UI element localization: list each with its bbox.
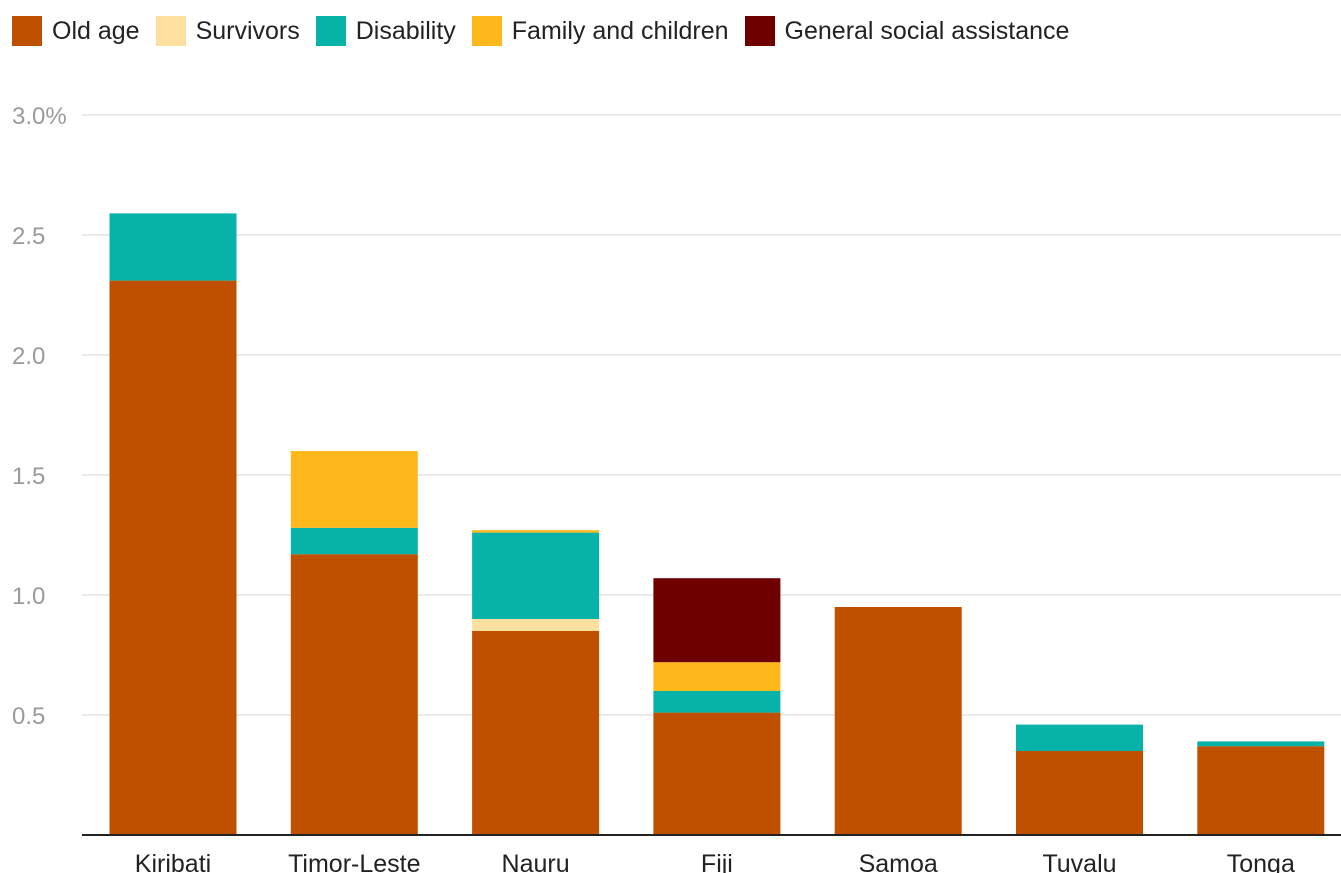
legend-item: Survivors xyxy=(155,16,300,46)
legend-item: General social assistance xyxy=(744,16,1070,46)
bar-segment xyxy=(290,451,418,528)
bar-segment xyxy=(472,532,600,619)
legend-label: Old age xyxy=(52,16,140,45)
bar-segment xyxy=(472,631,600,835)
legend-swatch xyxy=(744,16,775,46)
bar-segment xyxy=(472,619,600,631)
legend-swatch xyxy=(12,16,42,46)
legend-swatch xyxy=(471,16,502,46)
bar-segment xyxy=(109,280,237,836)
bar-segment xyxy=(290,527,418,555)
x-tick-label: Nauru xyxy=(502,850,570,873)
legend-item: Family and children xyxy=(471,16,729,46)
bar-segment xyxy=(653,712,781,835)
legend-label: Survivors xyxy=(195,16,300,45)
y-tick-label: 1.5 xyxy=(12,463,45,490)
legend-item: Old age xyxy=(12,16,140,46)
bar-segment xyxy=(109,213,237,281)
x-tick-label: Fiji xyxy=(701,850,733,873)
bar-segment xyxy=(653,691,781,713)
legend-swatch xyxy=(315,16,346,46)
legend-swatch xyxy=(155,16,186,46)
bar-segment xyxy=(834,607,962,835)
bar-segment xyxy=(1197,741,1325,747)
bar-segment xyxy=(1016,751,1143,835)
x-tick-label: Kiribati xyxy=(135,850,211,873)
legend: Old age Survivors Disability Family and chi… xyxy=(12,16,1085,46)
x-tick-label: Tonga xyxy=(1227,850,1295,873)
y-tick-label: 2.0 xyxy=(12,343,45,370)
y-tick-label: 3.0% xyxy=(12,103,67,130)
bar-segment xyxy=(290,554,418,835)
x-tick-label: Samoa xyxy=(859,850,938,873)
y-tick-label: 1.0 xyxy=(12,583,45,610)
bar-segment xyxy=(653,662,781,691)
legend-item: Disability xyxy=(315,16,456,46)
legend-label: Disability xyxy=(355,16,456,45)
y-tick-label: 2.5 xyxy=(12,223,45,250)
bar-segment xyxy=(472,530,600,533)
bar-segment xyxy=(1197,746,1325,835)
bar-segment xyxy=(653,578,781,663)
legend-label: Family and children xyxy=(511,16,729,45)
legend-label: General social assistance xyxy=(784,16,1070,45)
x-tick-label: Timor-Leste xyxy=(288,850,420,873)
x-tick-label: Tuvalu xyxy=(1042,850,1116,873)
bar-segment xyxy=(1016,724,1143,751)
y-tick-label: 0.5 xyxy=(12,703,45,730)
